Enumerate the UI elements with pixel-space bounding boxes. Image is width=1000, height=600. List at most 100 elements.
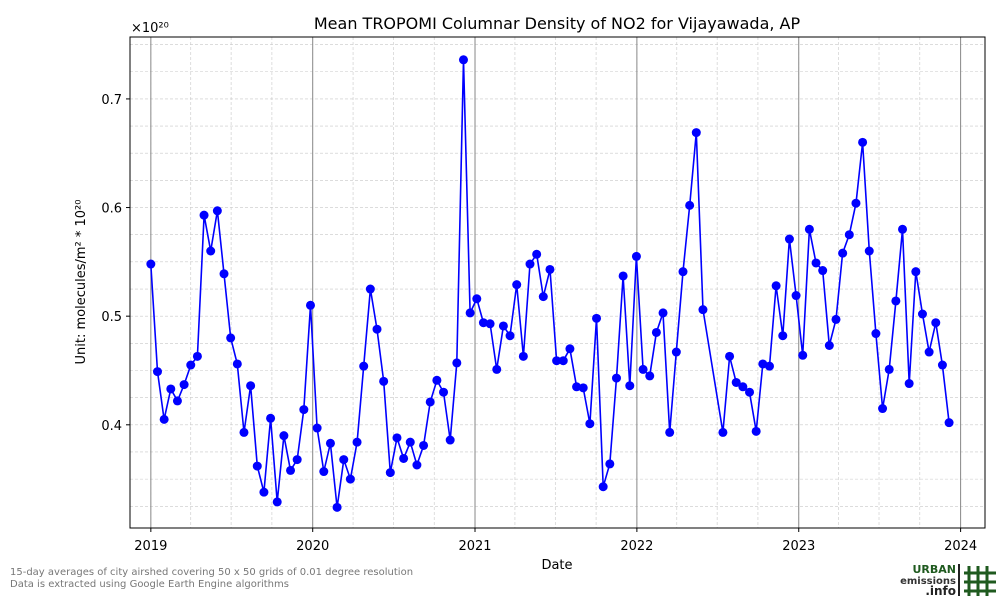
data-point <box>192 351 202 361</box>
data-point <box>831 314 841 324</box>
data-point <box>811 258 821 268</box>
data-point <box>166 384 176 394</box>
plot-area-frame <box>129 36 986 529</box>
data-point <box>851 198 861 208</box>
data-point <box>206 246 216 256</box>
data-point <box>917 309 927 319</box>
chart-title: Mean TROPOMI Columnar Density of NO2 for… <box>314 14 801 33</box>
data-point <box>578 383 588 393</box>
data-point <box>611 373 621 383</box>
data-point <box>492 364 502 374</box>
data-point <box>605 459 615 469</box>
data-point <box>252 461 262 471</box>
data-point <box>791 291 801 301</box>
data-point <box>585 419 595 429</box>
data-point <box>392 433 402 443</box>
data-point <box>878 404 888 414</box>
data-point <box>525 259 535 269</box>
y-axis-title: Unit: molecules/m² * 10²⁰ <box>74 200 89 365</box>
y-tick-label: 0.5 <box>101 310 122 325</box>
x-tick-label: 2019 <box>134 539 167 554</box>
data-point <box>465 308 475 318</box>
data-point <box>532 249 542 259</box>
data-point <box>572 382 582 392</box>
data-point <box>212 206 222 216</box>
data-point <box>931 318 941 328</box>
y-tick-label: 0.6 <box>101 202 122 217</box>
data-point <box>618 271 628 281</box>
data-point <box>359 361 369 371</box>
data-point <box>286 465 296 475</box>
data-point <box>345 474 355 484</box>
data-point <box>452 358 462 368</box>
data-point <box>172 396 182 406</box>
data-point <box>844 230 854 240</box>
footnote-line-2: Data is extracted using Google Earth Eng… <box>10 579 289 590</box>
data-point <box>745 387 755 397</box>
data-point <box>871 329 881 339</box>
logo-line-3: .info <box>925 584 956 598</box>
year-lines <box>150 37 962 528</box>
data-point <box>924 347 934 357</box>
data-point <box>186 360 196 370</box>
data-point <box>685 200 695 210</box>
data-point <box>784 234 794 244</box>
data-point <box>305 300 315 310</box>
data-point <box>638 364 648 374</box>
data-point <box>385 468 395 478</box>
data-point <box>379 376 389 386</box>
data-point <box>698 305 708 315</box>
data-point <box>219 269 229 279</box>
data-point <box>824 341 834 351</box>
data-point <box>718 427 728 437</box>
data-point <box>731 377 741 387</box>
data-point <box>804 224 814 234</box>
x-axis-title: Date <box>541 558 572 573</box>
x-tick-label: 2023 <box>782 539 815 554</box>
data-point <box>352 437 362 447</box>
data-point <box>764 361 774 371</box>
data-point <box>512 280 522 290</box>
data-point <box>246 381 256 391</box>
data-point <box>858 137 868 147</box>
data-point <box>944 418 954 428</box>
data-point <box>518 351 528 361</box>
data-point <box>239 427 249 437</box>
data-point <box>798 350 808 360</box>
data-point <box>199 210 209 220</box>
data-point <box>778 331 788 341</box>
data-point <box>891 296 901 306</box>
data-point <box>498 321 508 331</box>
data-point <box>312 423 322 433</box>
data-point <box>159 414 169 424</box>
x-tick-label: 2022 <box>620 539 653 554</box>
data-point <box>671 347 681 357</box>
data-point <box>884 364 894 374</box>
data-point <box>445 435 455 445</box>
data-point <box>419 440 429 450</box>
data-point <box>332 502 342 512</box>
series-line <box>150 59 950 508</box>
data-point <box>272 497 282 507</box>
data-point <box>911 267 921 277</box>
data-point <box>691 128 701 138</box>
data-point <box>751 426 761 436</box>
y-tick-label: 0.4 <box>101 419 122 434</box>
data-point <box>838 248 848 258</box>
data-point <box>146 259 156 269</box>
data-point <box>651 327 661 337</box>
data-point <box>558 356 568 366</box>
y-tick-label: 0.7 <box>101 93 122 108</box>
data-point <box>678 267 688 277</box>
data-point <box>372 324 382 334</box>
data-point <box>725 351 735 361</box>
logo-line-2: emissions <box>900 576 956 587</box>
data-point <box>625 381 635 391</box>
data-point <box>226 333 236 343</box>
data-point <box>631 251 641 261</box>
data-point <box>771 281 781 291</box>
data-point <box>592 313 602 323</box>
x-tick-label: 2021 <box>458 539 491 554</box>
data-point <box>279 431 289 441</box>
data-point <box>259 487 269 497</box>
